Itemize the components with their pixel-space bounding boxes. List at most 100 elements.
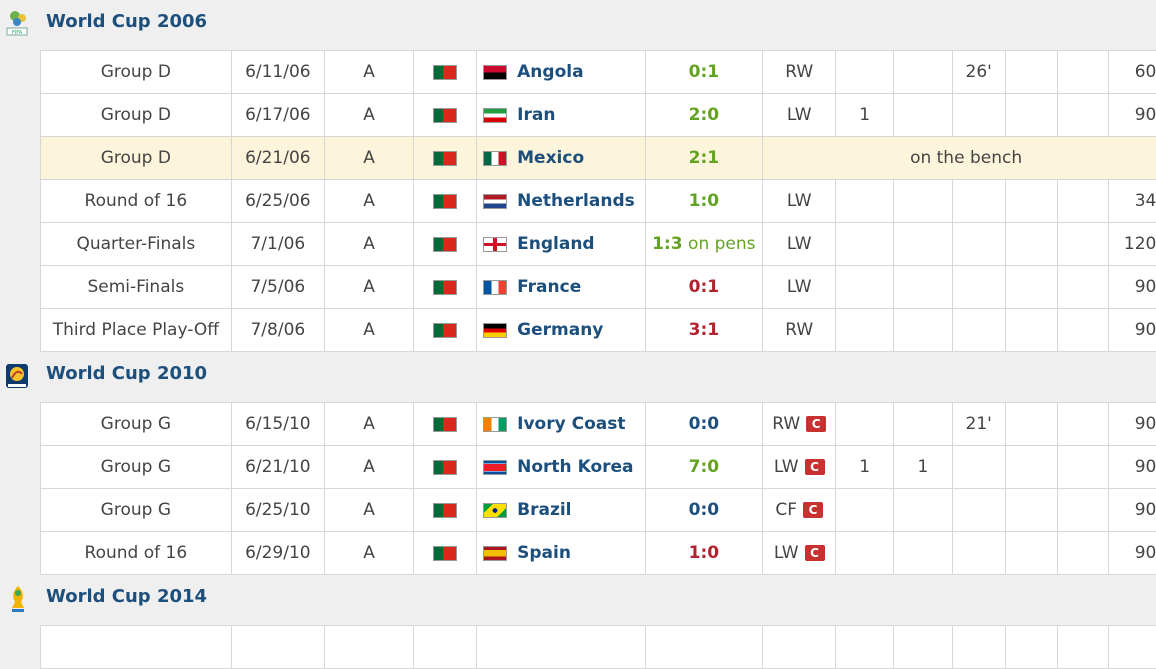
opponent-link[interactable]: Brazil <box>517 500 571 520</box>
assists-cell <box>894 180 953 223</box>
result-link[interactable]: 0:1 <box>689 277 719 297</box>
minutes-cell: 60' <box>1109 51 1156 94</box>
portugal-flag-icon <box>433 503 457 518</box>
date-cell: 7/1/06 <box>231 223 324 266</box>
goals-cell <box>836 223 894 266</box>
team-flag-cell <box>414 266 477 309</box>
opponent-link[interactable]: Iran <box>517 105 555 125</box>
stage-cell: Third Place Play-Off <box>41 309 232 352</box>
date-cell: 6/17/06 <box>231 94 324 137</box>
venue-cell: A <box>325 489 414 532</box>
opponent-link[interactable]: Mexico <box>517 148 584 168</box>
opponent-link[interactable]: England <box>517 234 594 254</box>
section-title[interactable]: World Cup 2014 <box>46 586 207 607</box>
position-label: LW <box>787 277 812 297</box>
result-link[interactable]: 0:1 <box>689 62 719 82</box>
second-yellow-cell <box>1005 94 1058 137</box>
goals-cell <box>836 403 894 446</box>
opponent-link[interactable]: Germany <box>517 320 603 340</box>
result-link[interactable]: 0:0 <box>689 414 719 434</box>
angola-flag-icon <box>483 65 507 80</box>
result-link[interactable]: 0:0 <box>689 500 719 520</box>
minutes-cell: 120' <box>1109 223 1156 266</box>
date-cell: 6/21/06 <box>231 137 324 180</box>
portugal-flag-icon <box>433 280 457 295</box>
venue-cell: A <box>325 266 414 309</box>
goals-cell <box>836 51 894 94</box>
assists-cell <box>894 266 953 309</box>
result-link[interactable]: 3:1 <box>689 320 719 340</box>
ivory-coast-flag-icon <box>483 417 507 432</box>
stage-cell: Round of 16 <box>41 180 232 223</box>
result-cell: 0:1 <box>645 51 763 94</box>
position-cell: RW <box>763 51 836 94</box>
section-title[interactable]: World Cup 2010 <box>46 363 207 384</box>
position-cell: RW <box>763 309 836 352</box>
position-cell: LW <box>763 180 836 223</box>
wc2010-logo-icon <box>4 360 32 390</box>
red-card-cell <box>1058 266 1109 309</box>
penalties-note: on pens <box>683 234 756 254</box>
yellow-card-cell <box>952 489 1005 532</box>
result-link[interactable]: 2:0 <box>689 105 719 125</box>
result-link[interactable]: 1:3 <box>652 234 682 254</box>
result-link[interactable]: 1:0 <box>689 543 719 563</box>
result-link[interactable]: 7:0 <box>689 457 719 477</box>
team-flag-cell <box>414 223 477 266</box>
opponent-link[interactable]: France <box>517 277 581 297</box>
spain-flag-icon <box>483 546 507 561</box>
portugal-flag-icon <box>433 108 457 123</box>
opponent-link[interactable]: Angola <box>517 62 583 82</box>
second-yellow-cell <box>1005 180 1058 223</box>
opponent-link[interactable]: Ivory Coast <box>517 414 625 434</box>
assists-cell <box>894 309 953 352</box>
result-link[interactable]: 2:1 <box>689 148 719 168</box>
mexico-flag-icon <box>483 151 507 166</box>
result-cell: 2:1 <box>645 137 763 180</box>
venue-cell: A <box>325 137 414 180</box>
section-title[interactable]: World Cup 2006 <box>46 11 207 32</box>
red-card-cell <box>1058 51 1109 94</box>
second-yellow-cell <box>1005 309 1058 352</box>
opponent-cell: Mexico <box>477 137 645 180</box>
assists-cell <box>894 403 953 446</box>
result-cell: 7:0 <box>645 446 763 489</box>
iran-flag-icon <box>483 108 507 123</box>
empty-cell <box>645 626 763 669</box>
result-cell: 0:0 <box>645 489 763 532</box>
opponent-link[interactable]: North Korea <box>517 457 633 477</box>
wc2014-logo-icon <box>4 583 32 613</box>
venue-cell: A <box>325 94 414 137</box>
svg-text:FIFA: FIFA <box>12 30 23 36</box>
minutes-cell: 34' <box>1109 180 1156 223</box>
venue-cell: A <box>325 180 414 223</box>
assists-cell <box>894 223 953 266</box>
date-cell: 6/25/06 <box>231 180 324 223</box>
second-yellow-cell <box>1005 266 1058 309</box>
section-header: FIFA World Cup 2006 <box>0 0 1156 50</box>
goals-cell <box>836 180 894 223</box>
position-label: LW <box>774 543 799 563</box>
second-yellow-cell <box>1005 403 1058 446</box>
stage-cell: Group G <box>41 446 232 489</box>
result-link[interactable]: 1:0 <box>689 191 719 211</box>
opponent-link[interactable]: Netherlands <box>517 191 635 211</box>
opponent-cell: Brazil <box>477 489 645 532</box>
opponent-link[interactable]: Spain <box>517 543 571 563</box>
venue-cell: A <box>325 309 414 352</box>
date-cell: 6/29/10 <box>231 532 324 575</box>
venue-cell: A <box>325 403 414 446</box>
red-card-cell <box>1058 489 1109 532</box>
goals-cell <box>836 309 894 352</box>
minutes-cell: 90' <box>1109 532 1156 575</box>
result-cell: 0:0 <box>645 403 763 446</box>
position-label: LW <box>774 457 799 477</box>
opponent-cell: Ivory Coast <box>477 403 645 446</box>
result-cell: 0:1 <box>645 266 763 309</box>
result-cell: 3:1 <box>645 309 763 352</box>
section-header: World Cup 2010 <box>0 352 1156 402</box>
